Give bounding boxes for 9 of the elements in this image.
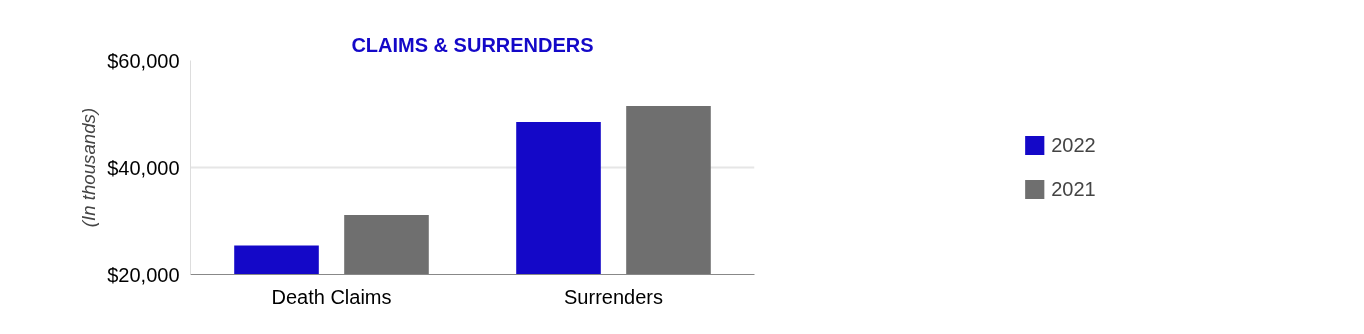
chart-title: CLAIMS & SURRENDERS	[351, 33, 594, 56]
legend-label: 2021	[1051, 177, 1096, 201]
legend-label: 2022	[1051, 133, 1096, 157]
y-tick-label: $40,000	[107, 156, 180, 179]
x-tick-label: Death Claims	[271, 285, 392, 308]
y-tick-label: $20,000	[107, 263, 180, 286]
x-tick-label: Surrenders	[564, 285, 663, 308]
y-axis-title: (In thousands)	[78, 107, 100, 228]
y-tick-label: $60,000	[107, 49, 180, 72]
